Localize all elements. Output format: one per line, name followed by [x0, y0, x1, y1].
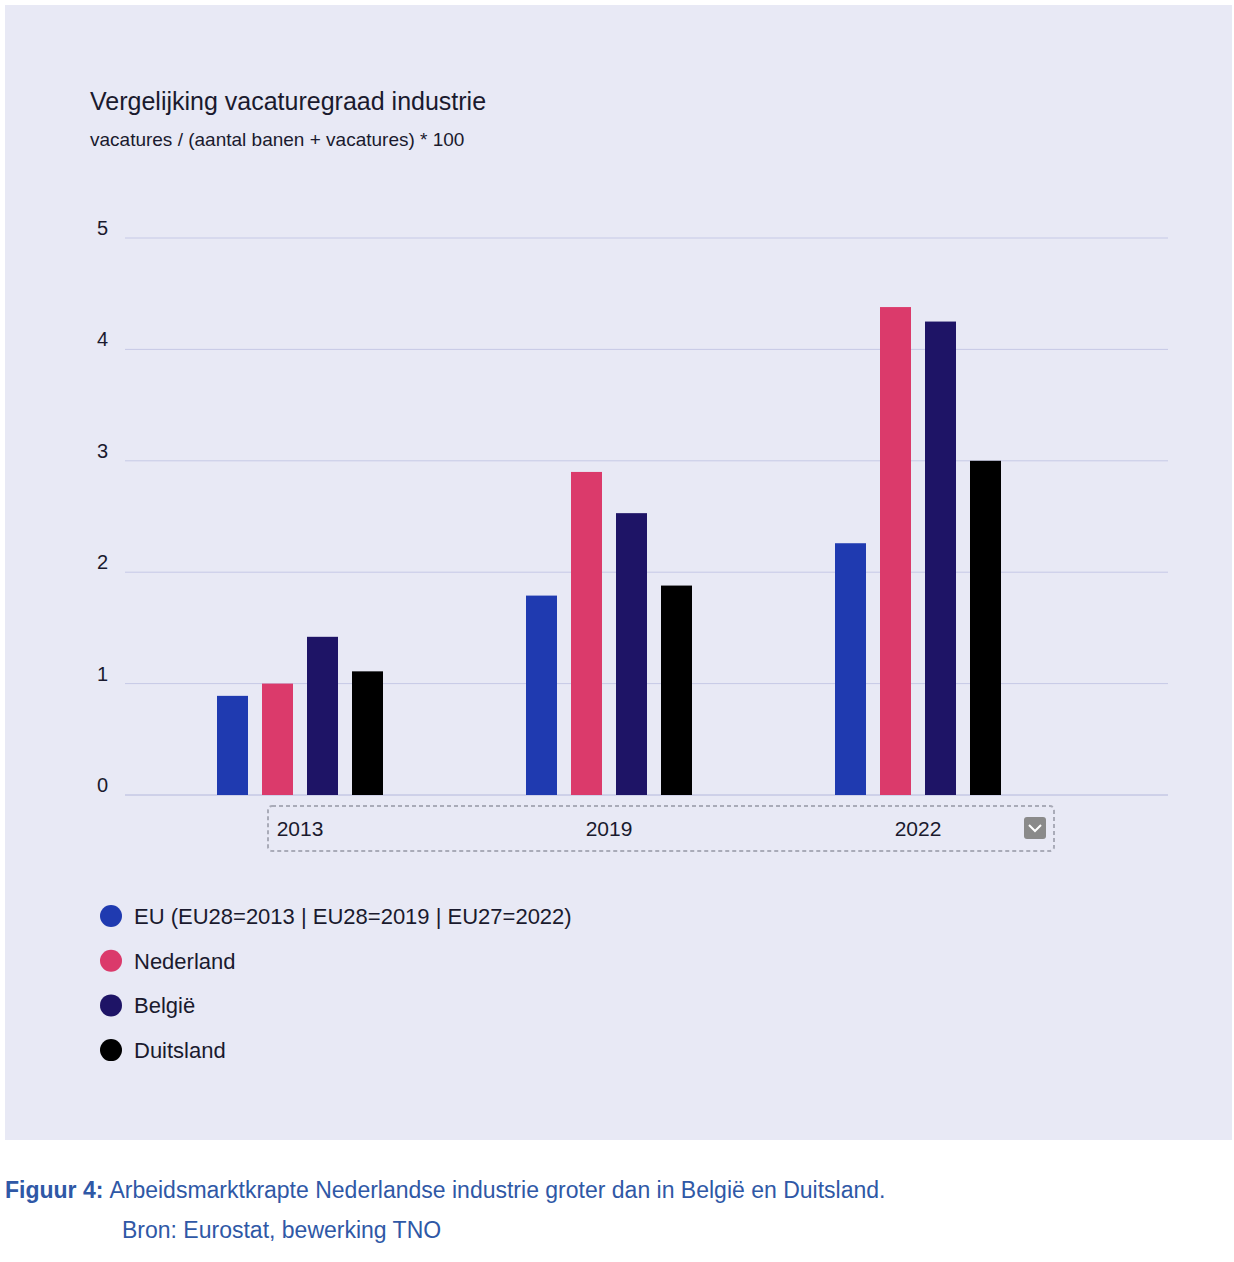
legend: EU (EU28=2013 | EU28=2019 | EU27=2022) Ne… [100, 904, 572, 1063]
subtitle: vacatures / (aantal banen + vacatures) *… [90, 129, 464, 150]
y-tick-label: 1 [97, 663, 108, 685]
legend-label: EU (EU28=2013 | EU28=2019 | EU27=2022) [134, 904, 572, 929]
bar [352, 671, 383, 795]
legend-swatch [100, 950, 122, 972]
panel [5, 5, 1232, 1140]
bar [307, 637, 338, 795]
legend-label: Nederland [134, 949, 236, 974]
x-tick-label: 2013 [277, 817, 324, 840]
legend-swatch [100, 905, 122, 927]
bar [835, 543, 866, 795]
chart-root: Vergelijking vacaturegraad industrie vaca… [0, 0, 1234, 1262]
bar [925, 322, 956, 795]
bar [262, 684, 293, 795]
bar [526, 596, 557, 795]
y-tick-label: 5 [97, 217, 108, 239]
y-tick-label: 0 [97, 774, 108, 796]
caption: Figuur 4:Arbeidsmarktkrapte Nederlandse … [5, 1177, 885, 1203]
x-tick-label: 2022 [895, 817, 942, 840]
source: Bron: Eurostat, bewerking TNO [122, 1217, 441, 1243]
bars [217, 307, 1001, 795]
dropdown-chevron [1029, 825, 1041, 831]
dropdown-icon [1024, 817, 1046, 839]
grid-line [125, 349, 1168, 350]
bar [970, 461, 1001, 795]
grid [125, 238, 1168, 795]
caption-text: Arbeidsmarktkrapte Nederlandse industrie… [109, 1177, 885, 1203]
bar [571, 472, 602, 795]
y-tick-label: 4 [97, 328, 108, 350]
legend-swatch [100, 1039, 122, 1061]
legend-label: Duitsland [134, 1038, 226, 1063]
x-tick-label: 2019 [586, 817, 633, 840]
y-tick-label: 3 [97, 440, 108, 462]
bar [217, 696, 248, 795]
grid-line [125, 238, 1168, 239]
bar [661, 586, 692, 795]
category-box [268, 806, 1054, 851]
bar [616, 513, 647, 795]
title: Vergelijking vacaturegraad industrie [90, 87, 486, 115]
bar [880, 307, 911, 795]
legend-label: België [134, 993, 195, 1018]
grid-line [125, 460, 1168, 461]
legend-swatch [100, 994, 122, 1016]
y-tick-label: 2 [97, 551, 108, 573]
caption-label: Figuur 4: [5, 1177, 103, 1203]
